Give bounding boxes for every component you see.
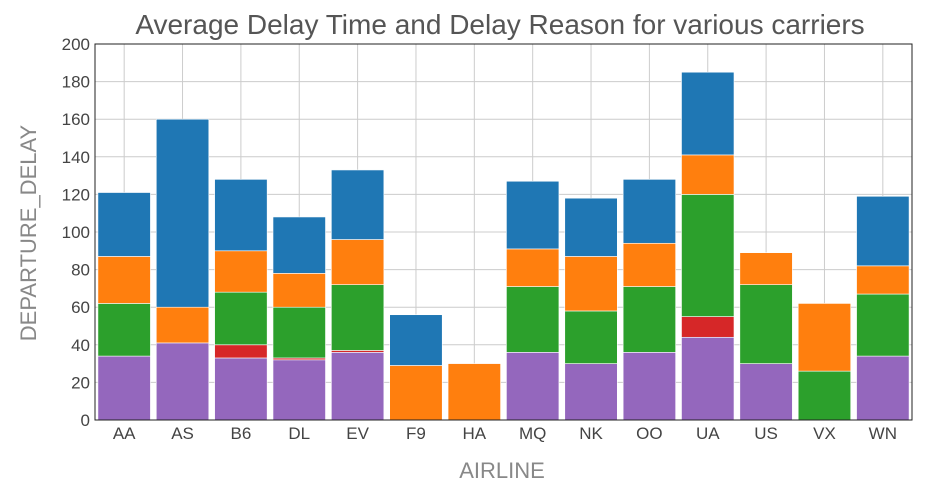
bar-segment-wn-0 <box>856 355 910 421</box>
bar-segment-nk-4 <box>564 197 618 257</box>
bar-segment-ua-1 <box>681 316 735 338</box>
bar-segment-f9-4 <box>389 314 443 366</box>
y-tick-label: 200 <box>62 35 90 54</box>
bar-segment-f9-3 <box>389 365 443 421</box>
x-tick-label: F9 <box>406 424 426 443</box>
bar-segment-oo-3 <box>622 242 676 287</box>
bar-segment-dl-2 <box>272 306 326 359</box>
y-tick-label: 180 <box>62 73 90 92</box>
bar-segment-dl-0 <box>272 359 326 421</box>
bar-segment-ev-4 <box>331 169 385 240</box>
chart-title: Average Delay Time and Delay Reason for … <box>135 9 864 40</box>
bar-segment-aa-0 <box>97 355 151 421</box>
x-tick-label: B6 <box>230 424 251 443</box>
bar-segment-mq-0 <box>506 352 560 421</box>
bar-segment-nk-3 <box>564 256 618 312</box>
y-tick-label: 80 <box>71 261 90 280</box>
x-tick-label: DL <box>288 424 310 443</box>
x-tick-label: OO <box>636 424 662 443</box>
bar-segment-dl-3 <box>272 273 326 308</box>
bar-segment-b6-1 <box>214 344 268 359</box>
bar-segment-b6-0 <box>214 357 268 421</box>
bar-segment-ua-3 <box>681 154 735 195</box>
y-axis-title: DEPARTURE_DELAY <box>16 124 41 341</box>
bar-segment-vx-2 <box>797 370 852 421</box>
bar-segment-mq-3 <box>506 248 560 287</box>
bar-segment-as-4 <box>155 118 210 308</box>
bar-segment-ev-0 <box>331 352 385 421</box>
y-tick-label: 60 <box>71 298 90 317</box>
bar-segment-nk-0 <box>564 363 618 421</box>
x-tick-label: AA <box>113 424 136 443</box>
bar-segment-nk-2 <box>564 310 618 364</box>
x-tick-label: MQ <box>519 424 546 443</box>
bar-segment-ua-2 <box>681 194 735 317</box>
y-tick-label: 40 <box>71 336 90 355</box>
x-tick-label: NK <box>579 424 603 443</box>
bar-segment-b6-4 <box>214 179 268 252</box>
bar-segment-us-0 <box>739 363 793 421</box>
bar-segment-wn-3 <box>856 265 910 295</box>
bar-segment-oo-0 <box>622 352 676 421</box>
bar-segment-dl-4 <box>272 216 326 274</box>
plot-frame <box>94 43 913 421</box>
bar-segment-ha-3 <box>447 363 501 421</box>
bars <box>97 71 910 421</box>
bar-segment-aa-2 <box>97 303 151 357</box>
bar-segment-us-3 <box>739 252 793 285</box>
x-tick-label: UA <box>696 424 720 443</box>
bar-segment-mq-4 <box>506 180 560 250</box>
bar-segment-oo-4 <box>622 179 676 244</box>
y-tick-label: 120 <box>62 185 90 204</box>
bar-segment-as-3 <box>155 306 210 344</box>
bar-segment-ua-0 <box>681 336 735 421</box>
bar-segment-b6-2 <box>214 291 268 346</box>
y-tick-label: 20 <box>71 373 90 392</box>
bar-segment-aa-3 <box>97 256 151 304</box>
bar-segment-us-2 <box>739 284 793 364</box>
bar-segment-ev-2 <box>331 284 385 351</box>
bar-segment-b6-3 <box>214 250 268 293</box>
y-tick-label: 0 <box>81 411 90 430</box>
bar-segment-vx-3 <box>797 303 852 372</box>
x-tick-label: US <box>754 424 778 443</box>
y-tick-label: 140 <box>62 148 90 167</box>
x-tick-label: AS <box>171 424 194 443</box>
bar-segment-mq-2 <box>506 286 560 353</box>
y-axis-ticks: 0 20 40 60 80 100 120 140 160 180 200 <box>62 35 90 430</box>
bar-segment-ua-4 <box>681 71 735 156</box>
x-tick-label: WN <box>869 424 897 443</box>
x-axis-title: AIRLINE <box>459 458 545 483</box>
bar-segment-ev-3 <box>331 239 385 285</box>
x-tick-label: HA <box>463 424 487 443</box>
bar-segment-wn-2 <box>856 293 910 357</box>
bar-segment-as-0 <box>155 342 210 421</box>
y-tick-label: 160 <box>62 110 90 129</box>
x-axis-ticks: AA AS B6 DL EV F9 HA MQ NK OO UA US VX WN <box>113 424 897 443</box>
x-tick-label: VX <box>813 424 836 443</box>
y-tick-label: 100 <box>62 223 90 242</box>
bar-segment-wn-4 <box>856 195 910 267</box>
bar-segment-oo-2 <box>622 286 676 353</box>
x-tick-label: EV <box>346 424 369 443</box>
bar-segment-aa-4 <box>97 192 151 257</box>
